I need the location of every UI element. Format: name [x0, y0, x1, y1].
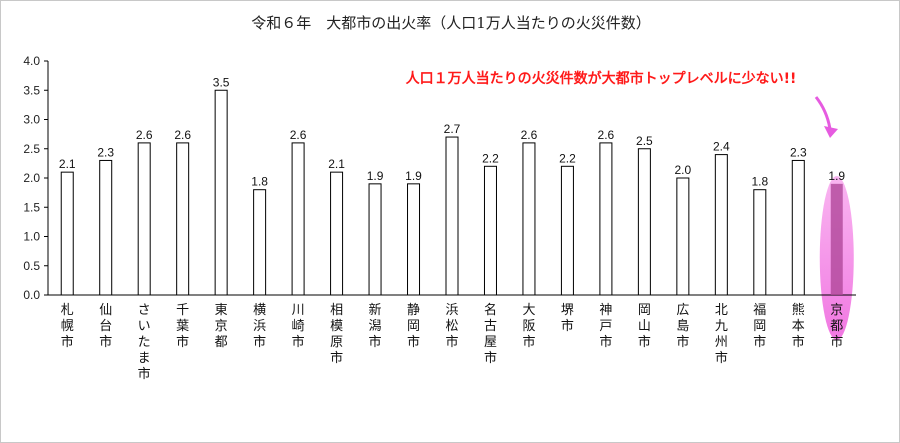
- bar-浜松市: [445, 136, 459, 296]
- bar-大阪市: [522, 142, 536, 296]
- category-label: 浜松市: [445, 303, 458, 350]
- arrow-icon: [814, 96, 832, 130]
- data-label: 2.6: [521, 128, 538, 142]
- data-label: 1.8: [751, 175, 768, 189]
- category-label: 堺市: [561, 303, 574, 334]
- bar-静岡市: [407, 183, 421, 296]
- category-label: 熊本市: [792, 302, 805, 350]
- bar-京都市: [830, 183, 843, 295]
- bar-札幌市: [60, 171, 74, 296]
- data-label: 2.6: [136, 128, 153, 142]
- category-label: 京都市: [830, 303, 843, 350]
- bar-岡山市: [637, 148, 651, 296]
- category-label: 新潟市: [369, 302, 382, 350]
- category-label: 福岡市: [753, 303, 766, 350]
- category-label: 仙台市: [99, 303, 112, 350]
- data-label: 2.2: [559, 151, 576, 165]
- data-label: 2.6: [290, 128, 307, 142]
- bar-千葉市: [176, 142, 190, 296]
- category-label: 相模原市: [330, 303, 343, 366]
- category-label: 北九州市: [715, 303, 728, 366]
- bar-名古屋市: [483, 165, 497, 296]
- data-label: 2.3: [790, 145, 807, 159]
- category-label: 岡山市: [638, 303, 651, 350]
- y-tick-label: 2.5: [23, 142, 40, 156]
- bar-東京都: [214, 89, 228, 296]
- data-label: 3.5: [213, 75, 230, 89]
- y-tick-label: 1.0: [23, 230, 40, 244]
- bar-広島市: [676, 177, 690, 296]
- data-label: 2.6: [598, 128, 615, 142]
- bar-新潟市: [368, 183, 382, 296]
- category-label: 名古屋市: [484, 302, 497, 366]
- data-label: 2.5: [636, 134, 653, 148]
- y-tick-label: 3.5: [23, 83, 40, 97]
- data-label: 2.0: [675, 163, 692, 177]
- bar-北九州市: [714, 154, 728, 296]
- bar-福岡市: [753, 189, 767, 296]
- y-tick-label: 2.0: [23, 171, 40, 185]
- bar-堺市: [560, 165, 574, 296]
- bar-さいたま市: [137, 142, 151, 296]
- y-tick-label: 3.0: [23, 113, 40, 127]
- y-tick-label: 4.0: [23, 54, 40, 68]
- data-label: 2.4: [713, 140, 730, 154]
- data-label: 1.9: [367, 169, 384, 183]
- bar-川崎市: [291, 142, 305, 296]
- bar-相模原市: [330, 171, 344, 296]
- category-label: 札幌市: [61, 303, 74, 350]
- category-label: 静岡市: [407, 303, 420, 350]
- data-label: 1.8: [251, 175, 268, 189]
- chart-title: 令和６年 大都市の出火率（人口1万人当たりの火災件数）: [251, 14, 651, 32]
- data-label: 2.7: [444, 122, 461, 136]
- bar-仙台市: [99, 159, 113, 296]
- data-label: 2.1: [328, 157, 345, 171]
- y-tick-label: 0.0: [23, 288, 40, 302]
- bar-横浜市: [253, 189, 267, 296]
- bar-神戸市: [599, 142, 613, 296]
- arrowhead-icon: [824, 126, 838, 138]
- y-tick-label: 0.5: [23, 259, 40, 273]
- category-label: 東京都: [215, 302, 228, 350]
- data-label: 2.6: [174, 128, 191, 142]
- data-label: 2.1: [59, 157, 76, 171]
- category-label: 横浜市: [253, 303, 266, 350]
- data-label: 1.9: [828, 169, 845, 183]
- category-label: 大阪市: [522, 303, 535, 350]
- y-tick-label: 1.5: [23, 200, 40, 214]
- category-label: 広島市: [676, 303, 689, 350]
- category-label: 神戸市: [599, 303, 612, 350]
- data-label: 2.2: [482, 151, 499, 165]
- category-label: さいたま市: [138, 303, 151, 382]
- category-label: 千葉市: [176, 303, 189, 350]
- category-label: 川崎市: [292, 303, 305, 350]
- bar-熊本市: [791, 159, 805, 296]
- data-label: 2.3: [97, 145, 114, 159]
- annotation-text: 人口１万人当たりの火災件数が大都市トップレベルに少ない!!: [406, 70, 797, 87]
- data-label: 1.9: [405, 169, 422, 183]
